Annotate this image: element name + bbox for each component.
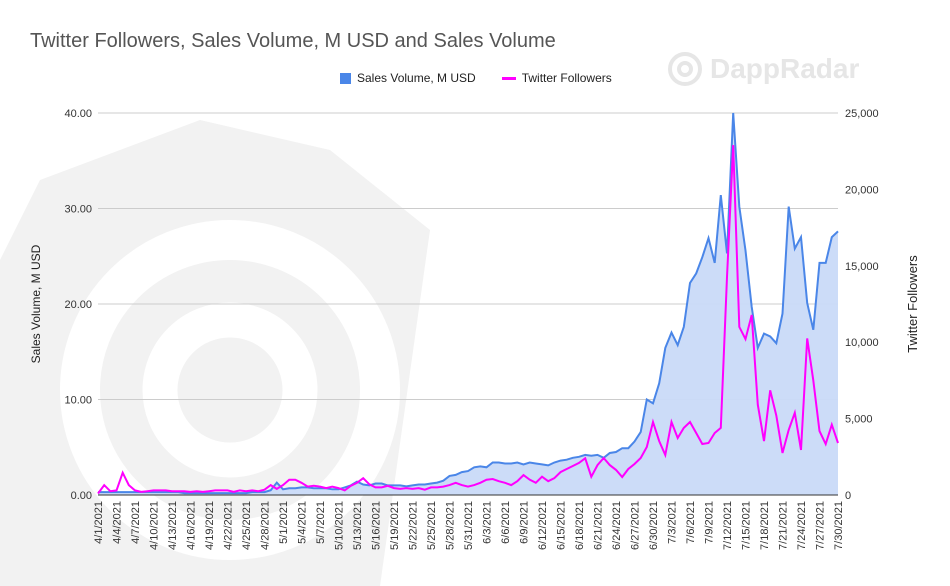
x-tick-label: 6/30/2021 [648, 501, 660, 550]
x-tick-label: 4/7/2021 [130, 501, 142, 544]
x-tick-label: 5/28/2021 [445, 501, 457, 550]
y-right-tick-label: 15,000 [845, 261, 879, 273]
x-tick-label: 4/13/2021 [167, 501, 179, 550]
x-tick-label: 5/13/2021 [352, 501, 364, 550]
x-tick-label: 7/9/2021 [704, 501, 716, 544]
x-tick-label: 6/12/2021 [537, 501, 549, 550]
followers-line [97, 145, 839, 495]
x-tick-label: 4/22/2021 [223, 501, 235, 550]
legend-item-sales[interactable]: Sales Volume, M USD [340, 71, 476, 85]
y-left-tick-label: 0.00 [71, 490, 92, 502]
x-tick-label: 6/9/2021 [519, 501, 531, 544]
x-tick-label: 5/25/2021 [426, 501, 438, 550]
chart-title: Twitter Followers, Sales Volume, M USD a… [30, 30, 556, 52]
y-right-tick-label: 10,000 [845, 337, 879, 349]
x-tick-label: 7/12/2021 [722, 501, 734, 550]
legend-swatch-followers [501, 76, 516, 80]
x-tick-label: 5/19/2021 [389, 501, 401, 550]
x-tick-label: 5/7/2021 [315, 501, 327, 544]
background-watermark-shape [0, 120, 430, 586]
dappradar-watermark: DappRadar [668, 52, 859, 86]
x-tick-label: 5/1/2021 [278, 501, 290, 544]
y-right-tick-label: 25,000 [845, 108, 879, 120]
x-tick-label: 6/18/2021 [574, 501, 586, 550]
x-tick-label: 7/24/2021 [796, 501, 808, 550]
y-left-tick-label: 40.00 [64, 108, 92, 120]
sales-area [98, 113, 838, 495]
legend-label-followers: Twitter Followers [521, 71, 612, 85]
x-tick-label: 6/3/2021 [482, 501, 494, 544]
legend-label-sales: Sales Volume, M USD [357, 71, 476, 85]
x-tick-label: 5/22/2021 [408, 501, 420, 550]
legend-item-followers[interactable]: Twitter Followers [501, 71, 612, 85]
y-right-tick-label: 0 [845, 490, 851, 502]
x-tick-label: 7/27/2021 [815, 501, 827, 550]
x-tick-label: 5/4/2021 [297, 501, 309, 544]
x-tick-label: 7/6/2021 [685, 501, 697, 544]
dappradar-logo-icon [668, 52, 702, 86]
x-tick-label: 4/1/2021 [93, 501, 105, 544]
x-tick-label: 4/4/2021 [112, 501, 124, 544]
x-tick-label: 6/21/2021 [593, 501, 605, 550]
legend: Sales Volume, M USD Twitter Followers [340, 71, 612, 85]
x-tick-label: 6/24/2021 [611, 501, 623, 550]
legend-swatch-sales [340, 72, 351, 84]
x-tick-label: 5/16/2021 [371, 501, 383, 550]
sales-line [98, 112, 839, 495]
x-tick-label: 7/30/2021 [833, 501, 845, 550]
y-left-tick-label: 30.00 [64, 204, 92, 216]
plot-area [97, 112, 839, 495]
y-right-axis-title: Twitter Followers [905, 255, 920, 353]
x-tick-label: 6/6/2021 [500, 501, 512, 544]
y-right-tick-label: 5,000 [845, 414, 873, 426]
y-left-tick-label: 10.00 [64, 395, 92, 407]
x-tick-label: 7/15/2021 [741, 501, 753, 550]
y-right-tick-label: 20,000 [845, 184, 879, 196]
axes: 0.00 10.00 20.00 30.00 40.00 0 5,000 10,000 15,0… [29, 108, 920, 550]
x-tick-label: 7/18/2021 [759, 501, 771, 550]
x-tick-label: 5/10/2021 [334, 501, 346, 550]
x-tick-label: 4/10/2021 [149, 501, 161, 550]
x-tick-label: 5/31/2021 [463, 501, 475, 550]
y-left-tick-label: 20.00 [64, 299, 92, 311]
x-tick-label: 6/15/2021 [556, 501, 568, 550]
x-tick-label: 4/19/2021 [204, 501, 216, 550]
x-tick-label: 4/25/2021 [241, 501, 253, 550]
watermark-text: DappRadar [710, 53, 860, 84]
x-tick-label: 7/21/2021 [778, 501, 790, 550]
x-tick-label: 4/28/2021 [260, 501, 272, 550]
x-tick-label: 6/27/2021 [630, 501, 642, 550]
x-tick-label: 4/16/2021 [186, 501, 198, 550]
y-left-axis-title: Sales Volume, M USD [29, 244, 43, 363]
x-tick-label: 7/3/2021 [667, 501, 679, 544]
